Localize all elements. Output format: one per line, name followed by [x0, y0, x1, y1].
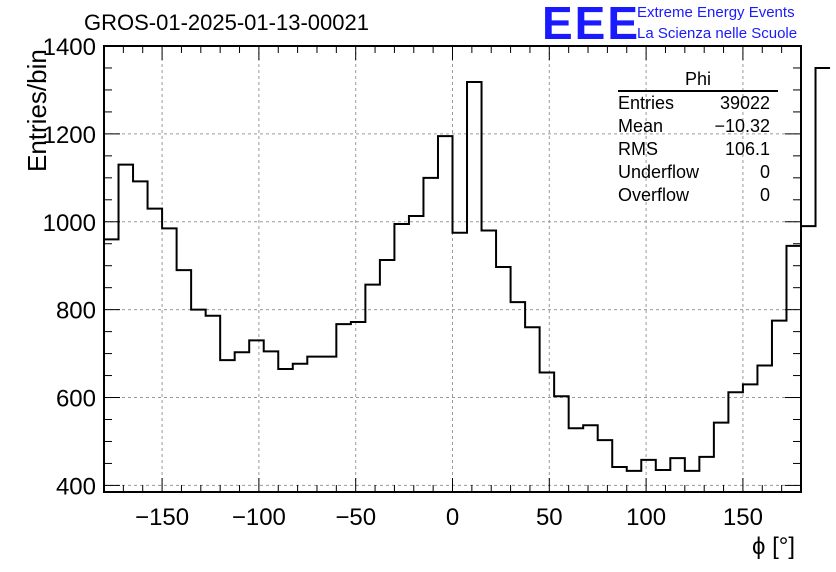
x-tick-label: 150	[723, 504, 763, 531]
histogram-bin	[670, 458, 685, 492]
histogram-bin	[627, 471, 642, 492]
histogram-bin	[351, 322, 366, 492]
histogram-bin	[641, 460, 656, 492]
stats-value: 0	[759, 162, 770, 182]
histogram-bin	[757, 365, 772, 492]
y-tick-label: 1400	[43, 34, 96, 61]
histogram-bin	[685, 471, 700, 492]
histogram-bin	[786, 246, 801, 492]
histogram-bin	[220, 360, 235, 492]
histogram-bin	[133, 181, 148, 492]
histogram-bin	[322, 357, 337, 492]
histogram-bin	[482, 231, 497, 492]
stats-row-entries: Entries 39022	[610, 92, 778, 115]
y-tick-label: 400	[56, 473, 96, 500]
histogram-bin	[119, 165, 134, 492]
stats-label: RMS	[618, 139, 658, 159]
y-tick-label: 1200	[43, 122, 96, 149]
histogram-bin	[423, 178, 438, 492]
x-tick-label: 100	[626, 504, 666, 531]
stats-value: 0	[759, 185, 770, 205]
histogram-bin	[728, 392, 743, 492]
chart-title: GROS-01-2025-01-13-00021	[84, 10, 369, 35]
histogram-bin	[598, 440, 613, 492]
y-tick-label: 600	[56, 386, 96, 413]
histogram-bin	[394, 224, 409, 492]
x-tick-label: −150	[135, 504, 189, 531]
histogram-bin	[699, 457, 714, 492]
y-tick-label: 800	[56, 298, 96, 325]
stats-label: Overflow	[618, 185, 690, 205]
histogram-bin	[191, 310, 206, 492]
y-tick-label: 1000	[43, 210, 96, 237]
stats-label: Underflow	[618, 162, 700, 182]
plot-frame	[103, 45, 802, 493]
histogram-bin	[438, 136, 453, 492]
stats-value: 39022	[719, 93, 770, 113]
histogram-bin	[293, 364, 308, 492]
histogram-bin	[249, 340, 264, 492]
histogram-bin	[540, 372, 555, 492]
eee-logo: EEE	[542, 0, 641, 49]
stats-row-overflow: Overflow 0	[610, 184, 778, 207]
histogram-bin	[714, 423, 729, 492]
x-axis-label: ϕ [°]	[752, 533, 796, 560]
logo-caption: Extreme Energy Events La Scienza nelle S…	[637, 2, 797, 44]
x-tick-label: −100	[232, 504, 286, 531]
histogram-bin	[104, 239, 119, 492]
histogram-bin	[583, 425, 598, 492]
histogram-bin	[554, 396, 569, 492]
histogram-bin	[409, 216, 424, 492]
stats-row-rms: RMS 106.1	[610, 138, 778, 161]
logo-line-2: La Scienza nelle Scuole	[637, 25, 798, 42]
stats-value: 106.1	[724, 139, 770, 159]
stats-label: Mean	[618, 116, 664, 136]
histogram-bin	[612, 467, 627, 492]
histogram-bin	[656, 470, 671, 492]
histogram-bin	[801, 226, 816, 492]
stats-row-underflow: Underflow 0	[610, 161, 778, 184]
x-tick-label: 50	[536, 504, 563, 531]
histogram-bin	[380, 260, 395, 492]
histogram-bin	[816, 68, 831, 492]
stats-box: Phi Entries 39022 Mean −10.32 RMS 106.1 …	[610, 68, 778, 207]
histogram-bin	[496, 267, 511, 492]
histogram-bin	[278, 369, 293, 492]
histogram-bin	[569, 428, 584, 492]
stats-label: Entries	[618, 93, 675, 113]
histogram-bin	[743, 384, 758, 492]
stats-row-mean: Mean −10.32	[610, 115, 778, 138]
logo-line-1: Extreme Energy Events	[637, 4, 795, 21]
histogram-bin	[235, 352, 250, 492]
histogram-bin	[148, 209, 163, 492]
histogram-bin	[467, 82, 482, 492]
x-tick-label: 0	[446, 504, 459, 531]
histogram-series	[104, 66, 831, 472]
stats-value: −10.32	[714, 116, 770, 136]
histogram-bin	[511, 302, 526, 492]
stats-header: Phi	[618, 68, 778, 92]
histogram-bin	[336, 324, 351, 492]
histogram-bin	[177, 270, 192, 492]
histogram-bin	[525, 327, 540, 492]
histogram-bin	[307, 357, 322, 492]
histogram-bin	[772, 321, 787, 492]
histogram-bin	[365, 285, 380, 492]
histogram-bin	[264, 351, 279, 492]
histogram-bin	[206, 316, 221, 492]
histogram-bin	[162, 228, 177, 492]
histogram-bin	[453, 233, 468, 492]
x-tick-label: −50	[335, 504, 376, 531]
